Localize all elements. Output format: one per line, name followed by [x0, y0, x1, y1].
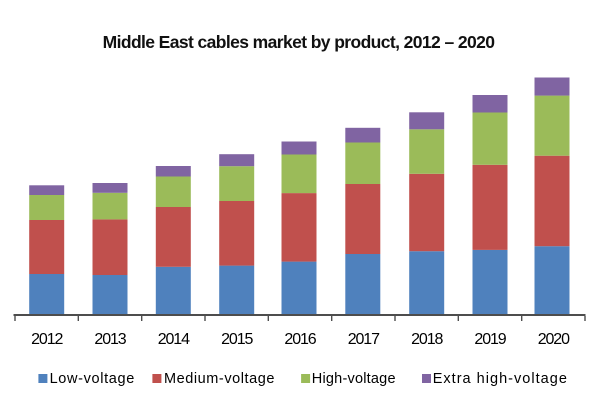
- svg-text:2015: 2015: [221, 331, 253, 348]
- svg-text:2013: 2013: [94, 331, 126, 348]
- svg-text:Middle East cables market by p: Middle East cables market by product, 20…: [103, 32, 496, 52]
- svg-text:2014: 2014: [158, 331, 190, 348]
- svg-text:2019: 2019: [474, 331, 506, 348]
- svg-text:Extra high-voltage: Extra high-voltage: [433, 371, 568, 387]
- svg-text:Medium-voltage: Medium-voltage: [164, 371, 275, 387]
- svg-text:High-voltage: High-voltage: [312, 371, 396, 387]
- svg-text:2018: 2018: [411, 331, 443, 348]
- svg-text:Low-voltage: Low-voltage: [50, 371, 135, 387]
- svg-text:2012: 2012: [31, 331, 63, 348]
- svg-text:2020: 2020: [538, 331, 570, 348]
- svg-text:2017: 2017: [348, 331, 380, 348]
- svg-text:2016: 2016: [284, 331, 316, 348]
